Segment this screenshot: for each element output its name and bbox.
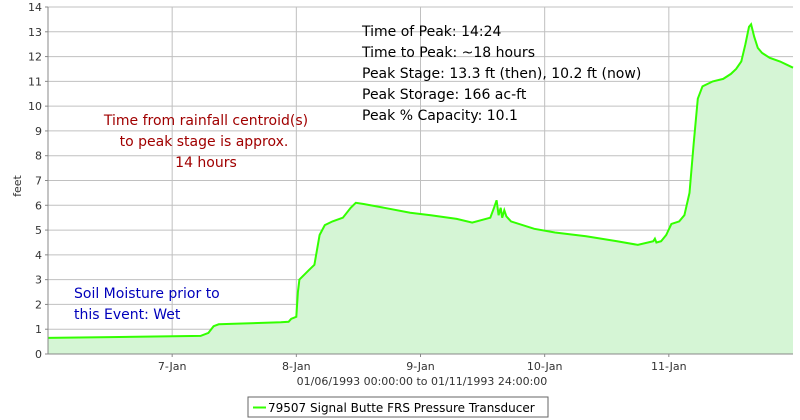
stage-series-line [47, 22, 794, 339]
x-tick-label: 11-Jan [651, 360, 687, 373]
y-tick-label: 1 [35, 323, 42, 336]
soil-note-line: Soil Moisture prior to [74, 286, 220, 302]
y-tick-label: 12 [28, 51, 42, 64]
centroid-annotation: Time from rainfall centroid(s) to peak s… [103, 113, 308, 171]
x-tick-label: 9-Jan [406, 360, 435, 373]
y-tick-label: 8 [35, 150, 42, 163]
y-tick-label: 7 [35, 175, 42, 188]
x-tick-label: 10-Jan [527, 360, 563, 373]
x-axis-title: 01/06/1993 00:00:00 to 01/11/1993 24:00:… [297, 375, 548, 388]
peak-info-line: Peak % Capacity: 10.1 [362, 108, 518, 124]
y-tick-label: 4 [35, 249, 42, 262]
y-tick-label: 6 [35, 199, 42, 212]
stage-area-fill [48, 24, 793, 355]
peak-info-line: Peak Stage: 13.3 ft (then), 10.2 ft (now… [362, 66, 641, 82]
x-tick-label: 7-Jan [158, 360, 187, 373]
y-tick-label: 13 [28, 26, 42, 39]
y-tick-label: 14 [28, 1, 42, 14]
peak-info-line: Time of Peak: 14:24 [361, 24, 502, 40]
legend-box [247, 396, 549, 418]
soil-moisture-annotation: Soil Moisture prior to this Event: Wet [74, 286, 220, 323]
y-tick-label: 2 [35, 298, 42, 311]
legend-label: 79507 Signal Butte FRS Pressure Transduc… [268, 401, 535, 415]
centroid-note-line: to peak stage is approx. [120, 134, 289, 150]
x-tick-label: 8-Jan [282, 360, 311, 373]
y-tick-label: 0 [35, 348, 42, 361]
centroid-note-line: 14 hours [175, 155, 237, 171]
y-axis-title: feet [11, 174, 24, 196]
peak-info-annotation: Time of Peak: 14:24 Time to Peak: ~18 ho… [361, 24, 641, 124]
legend: 79507 Signal Butte FRS Pressure Transduc… [247, 396, 549, 418]
soil-note-line: this Event: Wet [74, 307, 181, 323]
y-tick-label: 10 [28, 100, 42, 113]
y-tick-label: 11 [28, 75, 42, 88]
y-tick-label: 5 [35, 224, 42, 237]
centroid-note-line: Time from rainfall centroid(s) [103, 113, 308, 129]
y-tick-label: 9 [35, 125, 42, 138]
peak-info-line: Time to Peak: ~18 hours [361, 45, 535, 61]
peak-info-line: Peak Storage: 166 ac-ft [362, 87, 527, 103]
y-tick-label: 3 [35, 274, 42, 287]
x-axis-ticks: 7-Jan 8-Jan 9-Jan 10-Jan 11-Jan [158, 354, 687, 373]
